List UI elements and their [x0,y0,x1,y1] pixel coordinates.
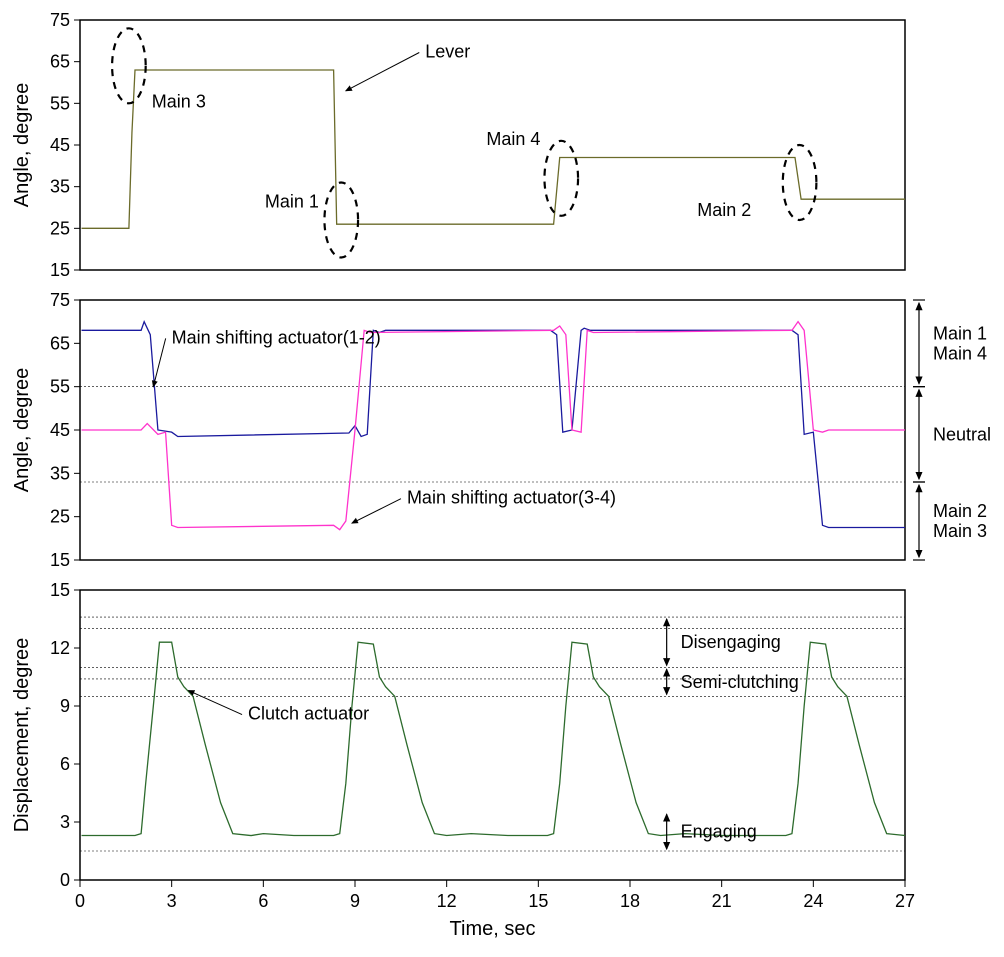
y-axis-label: Angle, degree [11,83,33,208]
range-label: Disengaging [681,632,781,652]
range-label: Semi-clutching [681,672,799,692]
ytick-label: 15 [50,550,70,570]
annotation-text: Main 3 [152,92,206,112]
panel-border [80,590,905,880]
xtick-label: 24 [803,891,823,911]
range-label: Main 4 [933,343,987,363]
range-label: Neutral [933,424,991,444]
ytick-label: 0 [60,870,70,890]
xtick-label: 3 [167,891,177,911]
annotation-pointer [352,499,401,524]
range-label: Main 3 [933,521,987,541]
ytick-label: 6 [60,754,70,774]
ytick-label: 75 [50,290,70,310]
ytick-label: 9 [60,696,70,716]
ytick-label: 15 [50,260,70,280]
xtick-label: 27 [895,891,915,911]
annotation-text: Clutch actuator [248,704,369,724]
ytick-label: 35 [50,463,70,483]
y-axis-label: Displacement, degree [11,638,33,833]
range-label: Engaging [681,822,757,842]
ytick-label: 45 [50,420,70,440]
ytick-label: 15 [50,580,70,600]
highlight-ellipse [112,28,146,103]
ytick-label: 55 [50,93,70,113]
highlight-ellipse [544,141,578,216]
ytick-label: 25 [50,218,70,238]
xtick-label: 21 [712,891,732,911]
ytick-label: 55 [50,377,70,397]
annotation-text: Main 2 [697,200,751,220]
annotation-pointer [153,338,165,386]
annotation-text: Main shifting actuator(1-2) [172,327,381,347]
ytick-label: 35 [50,177,70,197]
range-label: Main 1 [933,323,987,343]
ytick-label: 65 [50,333,70,353]
annotation-text: Main 1 [265,192,319,212]
xtick-label: 12 [437,891,457,911]
x-axis-label: Time, sec [450,918,536,940]
range-label: Main 2 [933,501,987,521]
xtick-label: 9 [350,891,360,911]
ytick-label: 25 [50,507,70,527]
highlight-ellipse [783,145,817,220]
annotation-text: Lever [425,42,470,62]
xtick-label: 18 [620,891,640,911]
annotation-text: Main shifting actuator(3-4) [407,488,616,508]
ytick-label: 65 [50,52,70,72]
xtick-label: 15 [528,891,548,911]
figure: 15253545556575Angle, degreeLeverMain 3Ma… [0,0,1004,957]
ytick-label: 12 [50,638,70,658]
xtick-label: 6 [258,891,268,911]
ytick-label: 45 [50,135,70,155]
annotation-text: Main 4 [486,129,540,149]
chart-svg: 15253545556575Angle, degreeLeverMain 3Ma… [0,0,1004,957]
highlight-ellipse [324,183,358,258]
annotation-pointer [346,53,419,91]
xtick-label: 0 [75,891,85,911]
y-axis-label: Angle, degree [11,368,33,493]
ytick-label: 3 [60,812,70,832]
ytick-label: 75 [50,10,70,30]
